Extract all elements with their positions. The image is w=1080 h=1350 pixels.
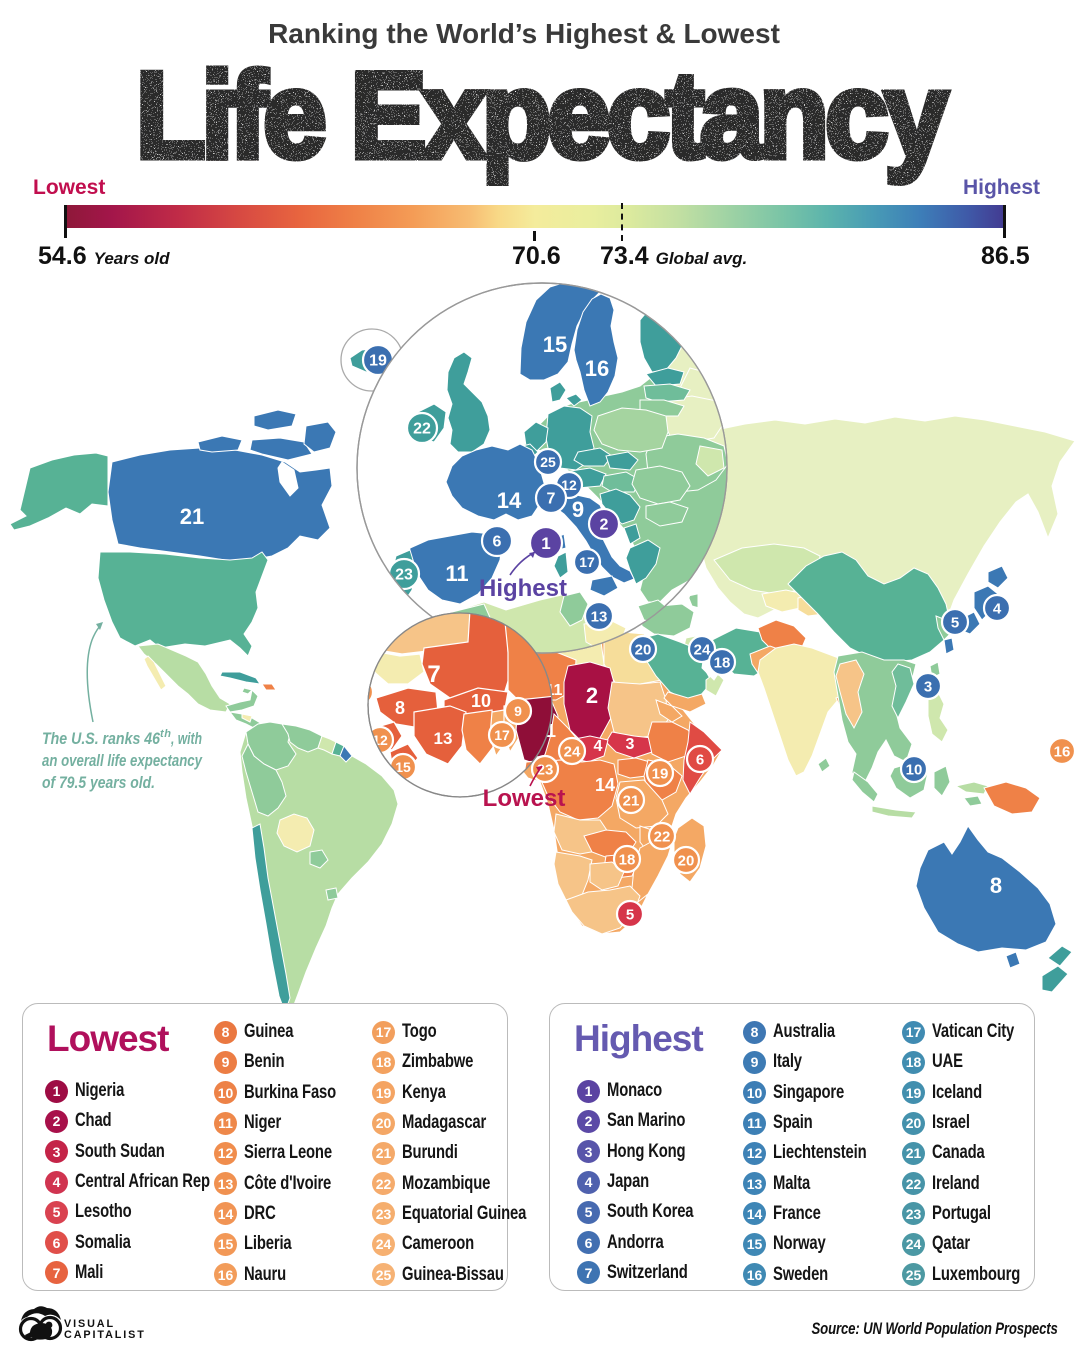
svg-text:Lowest: Lowest [483, 785, 566, 812]
svg-text:20: 20 [678, 852, 695, 869]
svg-text:, with: , with [170, 729, 202, 748]
svg-text:1: 1 [546, 721, 556, 741]
svg-text:11: 11 [445, 561, 468, 586]
svg-text:th: th [160, 728, 171, 740]
svg-text:3: 3 [626, 736, 635, 753]
svg-text:2: 2 [586, 683, 598, 708]
svg-text:The U.S. ranks 46: The U.S. ranks 46 [42, 729, 160, 748]
svg-text:24: 24 [564, 743, 581, 760]
svg-text:6: 6 [493, 534, 502, 551]
svg-text:9: 9 [514, 703, 522, 719]
svg-text:14: 14 [497, 488, 522, 513]
svg-text:14: 14 [595, 775, 615, 795]
svg-text:7: 7 [427, 661, 440, 688]
svg-text:VISUAL: VISUAL [64, 1318, 115, 1330]
svg-text:16: 16 [1054, 743, 1071, 760]
svg-text:24: 24 [694, 641, 711, 658]
svg-text:CAPITALIST: CAPITALIST [64, 1329, 146, 1341]
svg-text:3: 3 [924, 678, 932, 695]
svg-text:9: 9 [572, 497, 584, 522]
svg-text:23: 23 [395, 567, 413, 584]
svg-text:2: 2 [600, 517, 609, 534]
svg-text:of 79.5 years old.: of 79.5 years old. [42, 773, 155, 792]
svg-text:21: 21 [180, 504, 204, 529]
svg-text:22: 22 [413, 421, 431, 438]
svg-text:5: 5 [951, 614, 959, 631]
svg-text:Highest: Highest [479, 575, 567, 602]
svg-text:19: 19 [652, 765, 669, 782]
svg-text:25: 25 [540, 454, 556, 470]
svg-text:19: 19 [369, 353, 387, 370]
svg-text:18: 18 [619, 851, 636, 868]
svg-text:17: 17 [579, 554, 595, 570]
svg-text:12: 12 [561, 477, 577, 493]
svg-text:22: 22 [654, 828, 671, 845]
svg-text:16: 16 [585, 356, 609, 381]
svg-text:an overall life expectancy: an overall life expectancy [42, 751, 203, 770]
svg-text:4: 4 [594, 738, 603, 755]
svg-text:Life Expectancy: Life Expectancy [136, 46, 947, 183]
svg-text:20: 20 [635, 641, 652, 658]
svg-text:13: 13 [591, 608, 608, 625]
svg-text:8: 8 [990, 873, 1002, 898]
svg-text:21: 21 [623, 792, 640, 809]
svg-text:25: 25 [352, 684, 368, 700]
svg-text:10: 10 [906, 761, 923, 778]
svg-text:15: 15 [395, 759, 411, 775]
svg-text:15: 15 [543, 332, 567, 357]
svg-text:13: 13 [434, 729, 453, 748]
svg-text:10: 10 [471, 691, 491, 711]
svg-text:23: 23 [537, 761, 554, 778]
svg-text:8: 8 [395, 698, 405, 718]
svg-text:5: 5 [626, 906, 634, 923]
svg-text:17: 17 [494, 727, 510, 743]
svg-text:6: 6 [696, 751, 704, 768]
svg-text:7: 7 [547, 491, 556, 508]
svg-text:4: 4 [993, 600, 1002, 617]
svg-text:18: 18 [714, 654, 731, 671]
svg-text:1: 1 [541, 534, 550, 553]
